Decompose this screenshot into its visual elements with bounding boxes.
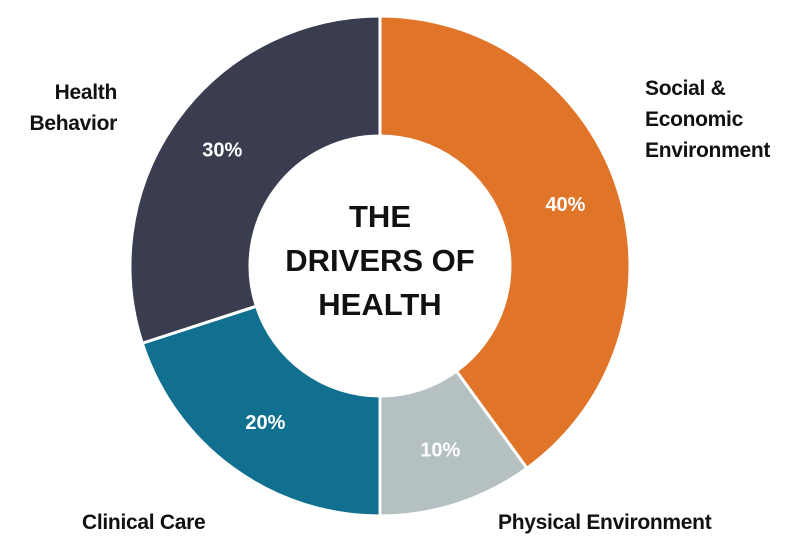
chart-title: THE DRIVERS OF HEALTH — [285, 199, 475, 322]
slice — [128, 14, 382, 346]
value-label: 20% — [245, 412, 285, 434]
category-label: Health Behavior — [29, 81, 118, 135]
value-label: 30% — [202, 140, 242, 162]
category-label: Clinical Care — [82, 511, 206, 534]
category-label: Physical Environment — [498, 511, 712, 534]
value-label: 10% — [420, 440, 460, 462]
value-label: 40% — [545, 194, 585, 216]
slice — [140, 304, 382, 518]
category-label: Social & Economic Environment — [645, 77, 771, 162]
slice — [378, 14, 632, 471]
